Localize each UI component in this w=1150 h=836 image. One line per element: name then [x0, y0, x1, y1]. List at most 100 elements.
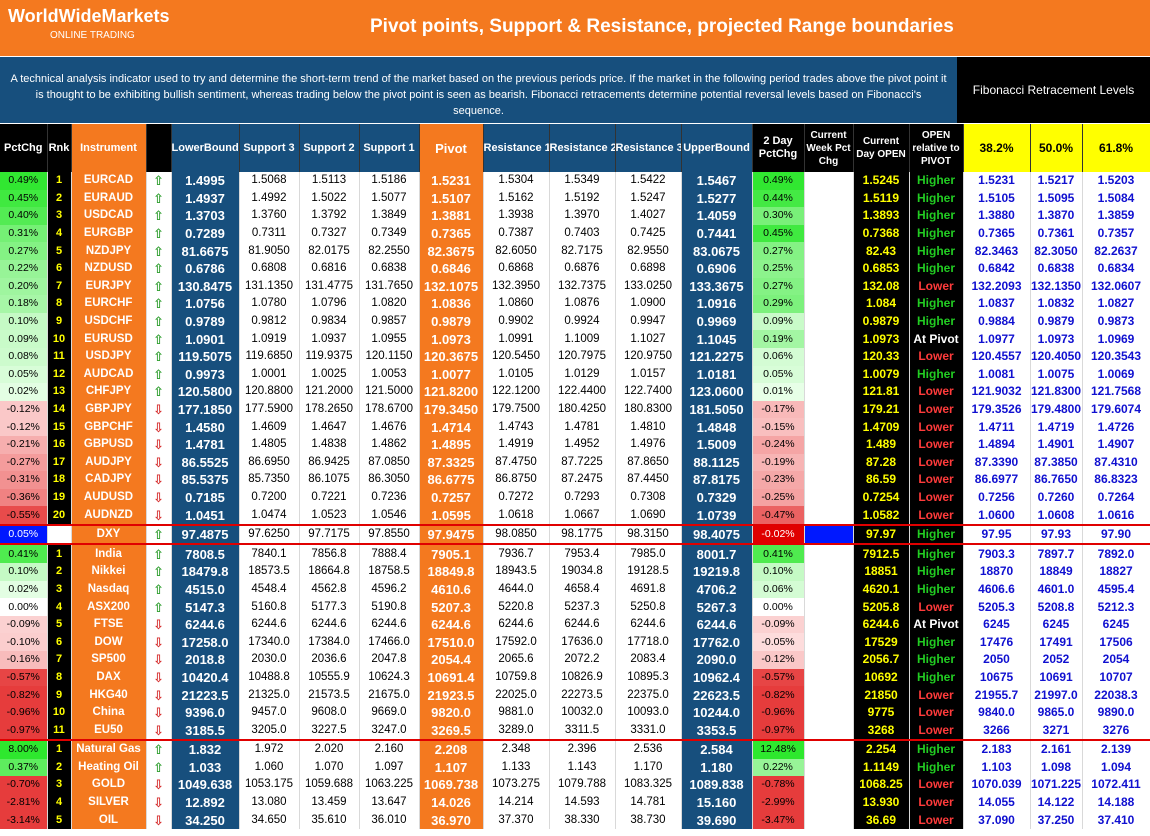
table-row[interactable]: 0.09% 10 EURUSD ⇧ 1.0901 1.0919 1.0937 1.0955 1.…: [0, 330, 1150, 348]
rank: 13: [47, 383, 72, 401]
col-support3[interactable]: Support 3: [239, 124, 300, 172]
table-row[interactable]: -0.27% 17 AUDJPY ⇩ 86.5525 86.6950 86.9425 87.0…: [0, 453, 1150, 472]
current-open: 7912.5: [853, 544, 910, 564]
col-week-pctchg[interactable]: Current Week Pct Chg: [804, 124, 854, 172]
rank: 5: [47, 242, 72, 260]
open-relative-pivot: Lower: [909, 703, 964, 722]
upper-bound: 1.180: [681, 758, 753, 777]
col-fib-500[interactable]: 50.0%: [1030, 124, 1083, 172]
table-row[interactable]: 0.40% 3 USDCAD ⇧ 1.3703 1.3760 1.3792 1.3849 1.3…: [0, 207, 1150, 225]
fib-500: 1.098: [1030, 758, 1083, 777]
table-row[interactable]: 0.02% 3 Nasdaq ⇧ 4515.0 4548.4 4562.8 4596.2 461…: [0, 580, 1150, 599]
upper-bound: 1.4848: [681, 418, 753, 436]
table-row[interactable]: 0.18% 8 EURCHF ⇧ 1.0756 1.0780 1.0796 1.0820 1.0…: [0, 295, 1150, 313]
table-row[interactable]: -0.55% 20 AUDNZD ⇩ 1.0451 1.0474 1.0523 1.0546 1…: [0, 506, 1150, 525]
col-open-vs-pivot[interactable]: OPEN relative to PIVOT: [909, 124, 964, 172]
open-relative-pivot: Lower: [909, 598, 964, 616]
lower-bound: 1.832: [171, 739, 240, 759]
table-row[interactable]: 0.49% 1 EURCAD ⇧ 1.4995 1.5068 1.5113 1.5186 1.5…: [0, 172, 1150, 190]
table-row[interactable]: -0.96% 10 China ⇩ 9396.0 9457.0 9608.0 9669.0 98…: [0, 703, 1150, 722]
col-2day-pctchg[interactable]: 2 Day PctChg: [752, 124, 805, 172]
fib-382: 3266: [963, 721, 1031, 740]
fib-618: 132.0607: [1082, 277, 1150, 296]
week-pct: [804, 488, 854, 507]
table-row[interactable]: 8.00% 1 Natural Gas ⇧ 1.832 1.972 2.020 2.160 2.…: [0, 739, 1150, 759]
instrument-name: AUDCAD: [71, 365, 147, 384]
col-support1[interactable]: Support 1: [359, 124, 420, 172]
table-row[interactable]: -2.81% 4 SILVER ⇩ 12.892 13.080 13.459 13.647 14…: [0, 793, 1150, 812]
pct-change: 0.49%: [0, 172, 48, 190]
table-row[interactable]: -0.82% 9 HKG40 ⇩ 21223.5 21325.0 21573.5 21675.…: [0, 686, 1150, 704]
table-row[interactable]: -0.36% 19 AUDUSD ⇩ 0.7185 0.7200 0.7221 0.7236 0…: [0, 488, 1150, 507]
fib-500: 0.7260: [1030, 488, 1083, 507]
instrument-name: CADJPY: [71, 471, 147, 489]
table-row[interactable]: -0.09% 5 FTSE ⇩ 6244.6 6244.6 6244.6 6244.6 6244…: [0, 615, 1150, 634]
week-pct: [804, 563, 854, 581]
table-row[interactable]: -3.14% 5 OIL ⇩ 34.250 34.650 35.610 36.010 36.97…: [0, 811, 1150, 829]
table-row[interactable]: 0.00% 4 ASX200 ⇧ 5147.3 5160.8 5177.3 5190.8 520…: [0, 598, 1150, 616]
table-row[interactable]: -0.12% 14 GBPJPY ⇩ 177.1850 177.5900 178.2650 1…: [0, 400, 1150, 419]
resistance-2: 1.4952: [549, 435, 616, 454]
table-row[interactable]: 0.41% 1 India ⇧ 7808.5 7840.1 7856.8 7888.4 7905…: [0, 544, 1150, 564]
support-1: 17466.0: [359, 633, 420, 652]
table-row[interactable]: 0.02% 13 CHFJPY ⇧ 120.5800 120.8800 121.2000 12…: [0, 383, 1150, 401]
table-row[interactable]: 0.05% 12 AUDCAD ⇧ 0.9973 1.0001 1.0025 1.0053 1.…: [0, 365, 1150, 384]
fib-618: 3276: [1082, 721, 1150, 740]
col-upperbound[interactable]: UpperBound: [681, 124, 753, 172]
col-pctchg[interactable]: PctChg: [0, 124, 48, 172]
pivot-value: 18849.8: [419, 563, 484, 581]
col-pivot[interactable]: Pivot: [419, 124, 484, 172]
open-relative-pivot: Higher: [909, 242, 964, 260]
current-open: 0.7254: [853, 488, 910, 507]
instrument-name: Nikkei: [71, 563, 147, 581]
col-fib-618[interactable]: 61.8%: [1082, 124, 1150, 172]
fib-618: 1.4726: [1082, 418, 1150, 436]
table-row[interactable]: 0.31% 4 EURGBP ⇧ 0.7289 0.7311 0.7327 0.7349 0.7…: [0, 224, 1150, 243]
resistance-3: 1.5422: [615, 172, 682, 190]
lower-bound: 177.1850: [171, 400, 240, 419]
table-row[interactable]: -0.10% 6 DOW ⇩ 17258.0 17340.0 17384.0 17466.0 1…: [0, 633, 1150, 652]
col-instrument[interactable]: Instrument: [71, 124, 147, 172]
table-row[interactable]: 0.08% 11 USDJPY ⇧ 119.5075 119.6850 119.9375 12…: [0, 347, 1150, 366]
table-row[interactable]: -0.97% 11 EU50 ⇩ 3185.5 3205.0 3227.5 3247.0 326…: [0, 721, 1150, 740]
upper-bound: 8001.7: [681, 544, 753, 564]
support-3: 1053.175: [239, 776, 300, 794]
col-resistance1[interactable]: Resistance 1: [483, 124, 550, 172]
week-pct: [804, 506, 854, 525]
col-current-open[interactable]: Current Day OPEN: [853, 124, 910, 172]
table-row[interactable]: -0.12% 15 GBPCHF ⇩ 1.4580 1.4609 1.4647 1.4676 1…: [0, 418, 1150, 436]
col-rank[interactable]: Rnk: [47, 124, 72, 172]
table-row[interactable]: 0.10% 2 Nikkei ⇧ 18479.8 18573.5 18664.8 18758.…: [0, 563, 1150, 581]
two-day-pct: -0.96%: [752, 703, 805, 722]
week-pct: [804, 811, 854, 829]
open-relative-pivot: Lower: [909, 400, 964, 419]
resistance-1: 122.1200: [483, 383, 550, 401]
table-row[interactable]: -0.21% 16 GBPUSD ⇩ 1.4781 1.4805 1.4838 1.4862 1…: [0, 435, 1150, 454]
support-3: 6244.6: [239, 615, 300, 634]
resistance-3: 120.9750: [615, 347, 682, 366]
table-row[interactable]: 0.27% 5 NZDJPY ⇧ 81.6675 81.9050 82.0175 82.255…: [0, 242, 1150, 260]
support-1: 1.5077: [359, 189, 420, 208]
table-row[interactable]: 0.20% 7 EURJPY ⇧ 130.8475 131.1350 131.4775 131…: [0, 277, 1150, 296]
table-row[interactable]: -0.31% 18 CADJPY ⇩ 85.5375 85.7350 86.1075 86.3…: [0, 471, 1150, 489]
table-row[interactable]: -0.70% 3 GOLD ⇩ 1049.638 1053.175 1059.688 1063…: [0, 776, 1150, 794]
table-row[interactable]: -0.16% 7 SP500 ⇩ 2018.8 2030.0 2036.6 2047.8 205…: [0, 651, 1150, 669]
col-fib-382[interactable]: 38.2%: [963, 124, 1031, 172]
table-row[interactable]: 0.45% 2 EURAUD ⇧ 1.4937 1.4992 1.5022 1.5077 1.5…: [0, 189, 1150, 208]
col-resistance3[interactable]: Resistance 3: [615, 124, 682, 172]
col-lowerbound[interactable]: LowerBound: [171, 124, 240, 172]
instrument-name: AUDJPY: [71, 453, 147, 472]
two-day-pct: 0.19%: [752, 330, 805, 348]
col-resistance2[interactable]: Resistance 2: [549, 124, 616, 172]
resistance-3: 0.7308: [615, 488, 682, 507]
table-row[interactable]: 0.05% DXY ⇧ 97.4875 97.6250 97.7175 97.8550 97.…: [0, 523, 1150, 546]
rank: 4: [47, 793, 72, 812]
table-header-row: PctChg Rnk Instrument LowerBound Support…: [0, 124, 1150, 172]
pivot-value: 5207.3: [419, 598, 484, 616]
support-2: 121.2000: [299, 383, 360, 401]
table-row[interactable]: 0.37% 2 Heating Oil ⇧ 1.033 1.060 1.070 1.097 1.…: [0, 758, 1150, 777]
col-support2[interactable]: Support 2: [299, 124, 360, 172]
table-row[interactable]: -0.57% 8 DAX ⇩ 10420.4 10488.8 10555.9 10624.3 1…: [0, 668, 1150, 687]
table-row[interactable]: 0.22% 6 NZDUSD ⇧ 0.6786 0.6808 0.6816 0.6838 0.6…: [0, 259, 1150, 278]
table-row[interactable]: 0.10% 9 USDCHF ⇧ 0.9789 0.9812 0.9834 0.9857 0.9…: [0, 312, 1150, 331]
